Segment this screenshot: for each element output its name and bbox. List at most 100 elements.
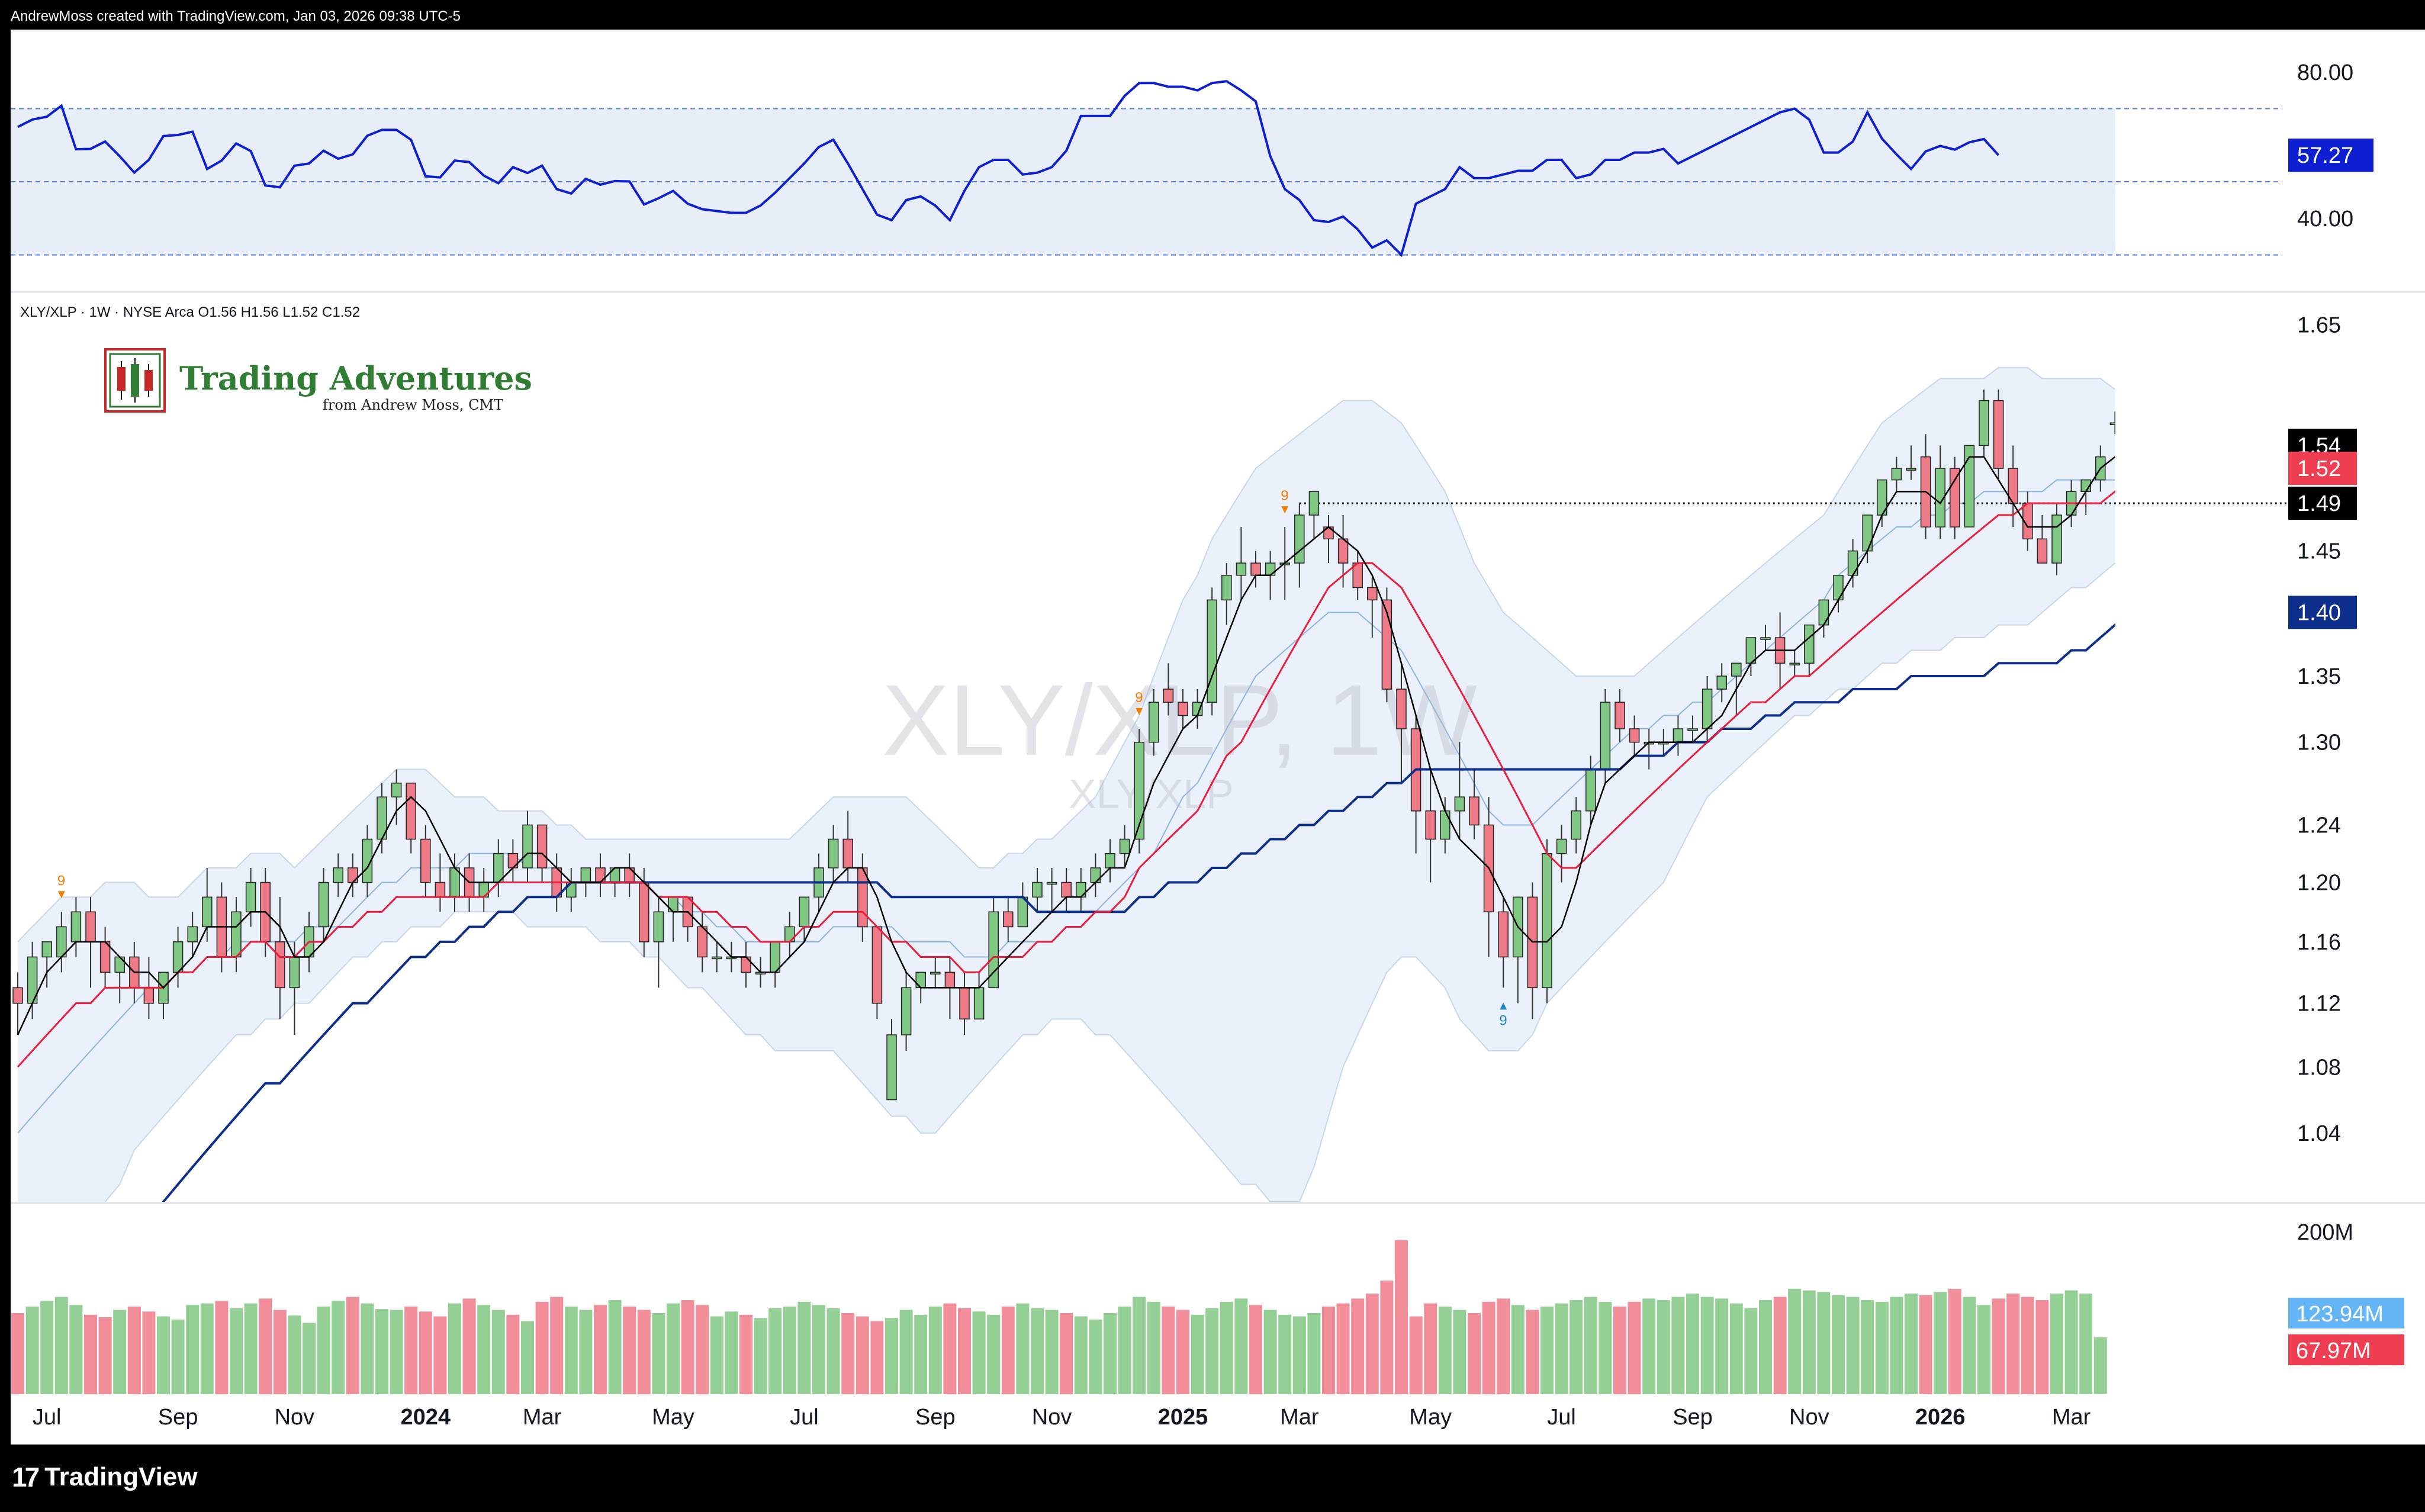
volume-bar — [2079, 1294, 2093, 1394]
volume-bar — [1307, 1313, 1321, 1394]
time-tick-label: 2025 — [1158, 1405, 1208, 1430]
candle-body — [435, 882, 446, 898]
volume-bar — [419, 1311, 432, 1394]
volume-bar — [1322, 1307, 1335, 1394]
candle-body — [1687, 728, 1698, 731]
volume-bar — [215, 1301, 229, 1394]
price-tick-label: 1.12 — [2297, 992, 2341, 1016]
tradingview-brand[interactable]: 17 TradingView — [12, 1461, 198, 1493]
candle-body — [1891, 468, 1902, 481]
candle-body — [333, 867, 343, 883]
candle — [712, 941, 722, 973]
candle — [1950, 456, 1960, 539]
volume-bar — [914, 1314, 928, 1394]
candle-body — [187, 926, 198, 942]
candle — [1600, 689, 1611, 783]
price-tag-label: 1.49 — [2297, 491, 2341, 516]
candle-body — [348, 867, 358, 883]
candle-body — [1556, 838, 1567, 854]
candle-body — [595, 867, 606, 883]
candle-body — [1862, 514, 1873, 552]
candle-body — [1964, 445, 1975, 527]
candle — [391, 769, 402, 825]
candle-body — [56, 926, 67, 958]
candle-body — [406, 783, 416, 840]
candle-body — [231, 911, 242, 958]
volume-bar — [1686, 1294, 1699, 1394]
td-arrow-up-icon — [1500, 1002, 1507, 1010]
candle-body — [245, 882, 256, 913]
candle-body — [1207, 599, 1217, 703]
candle-body — [507, 852, 519, 868]
candle — [56, 912, 67, 973]
candle-body — [959, 987, 970, 1019]
candle-body — [1804, 624, 1815, 664]
price-tag-label: 1.40 — [2297, 600, 2341, 625]
candle-body — [1294, 514, 1305, 564]
candle-body — [449, 867, 460, 898]
candle-body — [842, 838, 853, 868]
volume-bar — [1890, 1297, 1903, 1394]
candle-body — [318, 882, 329, 928]
volume-bar — [1905, 1294, 1918, 1394]
price-axis: 1.65 1.45 1.35 1.30 1.24 1.20 1.16 1.12 1.08 1.04 — [2297, 313, 2341, 1146]
candle-body — [1760, 637, 1771, 640]
candle — [420, 825, 431, 897]
volume-bar — [433, 1316, 447, 1394]
price-tick-label: 1.04 — [2297, 1121, 2341, 1146]
volume-bar — [1031, 1308, 1044, 1394]
candle — [245, 867, 256, 927]
volume-bar — [826, 1308, 840, 1394]
price-tag — [2288, 452, 2357, 485]
symbol-legend[interactable]: XLY/XLP · 1W · NYSE Arca O1.56 H1.56 L1.… — [20, 304, 360, 320]
candle — [1105, 839, 1115, 883]
time-tick-label: Jul — [33, 1405, 62, 1430]
candle — [1046, 867, 1057, 912]
volume-bar — [768, 1308, 782, 1394]
volume-bar — [797, 1301, 811, 1394]
candle-body — [70, 911, 82, 942]
candle-body — [1847, 550, 1858, 576]
time-tick-label: Sep — [1673, 1405, 1713, 1430]
volume-bar — [1438, 1307, 1452, 1394]
volume-bar — [506, 1314, 520, 1394]
volume-bar — [1977, 1305, 1990, 1394]
candle — [1935, 445, 1945, 539]
candle — [915, 971, 926, 1003]
volume-bar — [390, 1310, 403, 1394]
time-tick-label: Jul — [790, 1405, 819, 1430]
volume-bar — [1992, 1298, 2005, 1394]
candle-body — [1979, 400, 1989, 446]
candle-body — [1454, 796, 1465, 812]
candle-body — [1600, 702, 1611, 770]
volume-average-label: 123.94M — [2296, 1302, 2384, 1327]
volume-bar — [1599, 1301, 1612, 1394]
time-tick-label: Mar — [2052, 1405, 2091, 1430]
candle-body — [172, 941, 184, 973]
td-count-label: 9 — [1135, 690, 1143, 706]
time-axis[interactable]: Jul Sep Nov 2024 Mar May Jul Sep Nov 2025 Mar May Ju… — [33, 1405, 2091, 1430]
bollinger-lower-line — [104, 562, 2115, 1202]
candle — [900, 972, 912, 1051]
volume-bar — [1336, 1303, 1350, 1394]
volume-bar — [1001, 1307, 1015, 1394]
volume-panel: 200M 123.94M 67.97M — [11, 1220, 2404, 1394]
volume-bar — [928, 1307, 942, 1394]
volume-bar — [812, 1305, 825, 1394]
candle-body — [639, 882, 649, 942]
bollinger-band-fill — [18, 367, 2115, 1202]
rsi-tick-label: 80.00 — [2297, 60, 2353, 85]
candle-body — [712, 956, 722, 960]
price-tick-label: 1.16 — [2297, 930, 2341, 955]
price-tick-label: 1.65 — [2297, 313, 2341, 337]
candle — [1702, 676, 1713, 742]
volume-bar — [754, 1318, 767, 1394]
time-tick-label: 2026 — [1915, 1405, 1966, 1430]
chart-svg[interactable]: 80.00 40.00 57.27 XLY/XLP, 1W XLY/XLP 99… — [0, 0, 2425, 1445]
candle-body — [741, 956, 751, 973]
volume-bar — [1919, 1295, 1932, 1394]
volume-bar — [1817, 1292, 1831, 1394]
candle — [1542, 839, 1552, 1003]
candle-body — [973, 987, 985, 1019]
volume-bar — [652, 1313, 665, 1394]
